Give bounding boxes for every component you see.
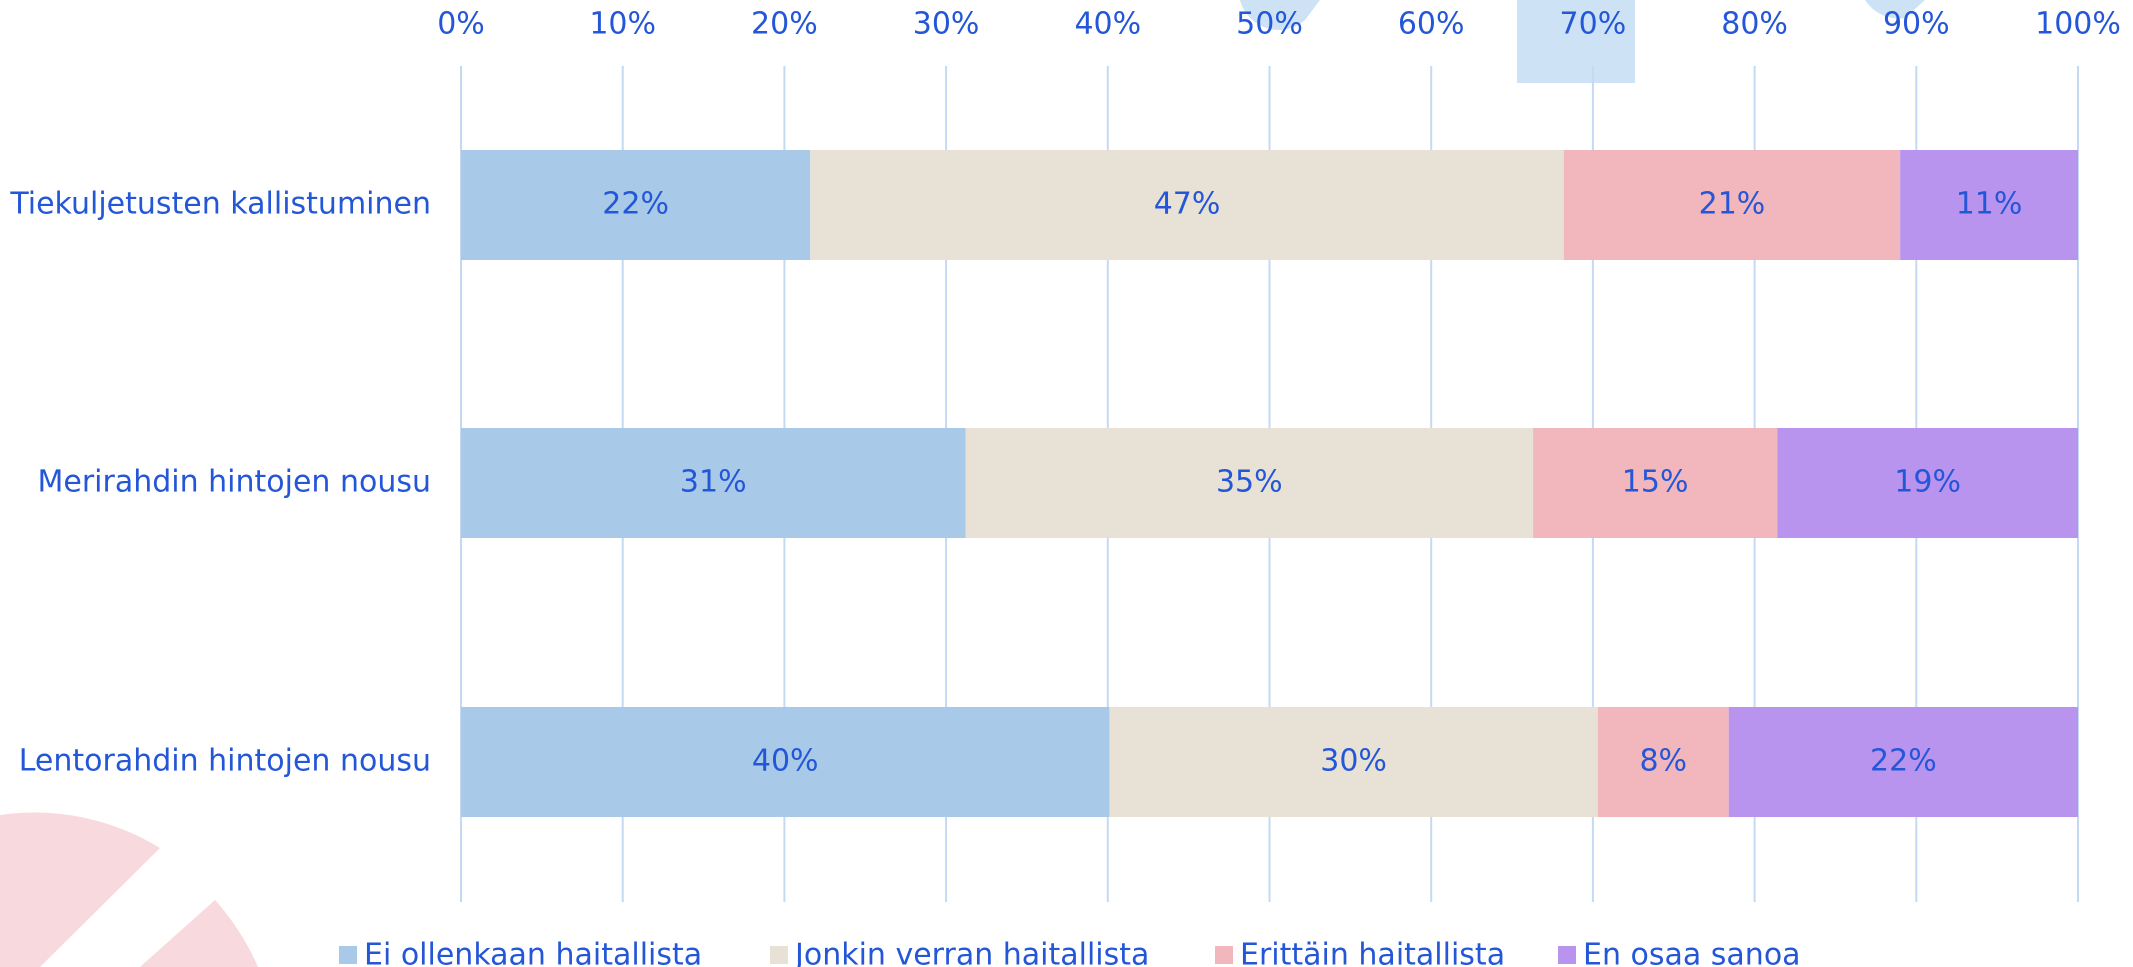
bar-segment (965, 428, 1534, 538)
x-tick-label: 30% (913, 7, 980, 42)
legend-swatch (1558, 946, 1576, 964)
data-label: 8% (1639, 744, 1687, 779)
legend-label: Ei ollenkaan haitallista (364, 938, 702, 967)
x-tick-label: 80% (1721, 7, 1788, 42)
bar-segment (461, 707, 1110, 817)
x-tick-label: 100% (2035, 7, 2121, 42)
data-label: 15% (1622, 465, 1689, 500)
y-tick-label: Merirahdin hintojen nousu (37, 465, 431, 500)
bar-segment (810, 150, 1564, 260)
x-tick-label: 90% (1883, 7, 1950, 42)
bar-segment (1900, 150, 2078, 260)
legend-label: En osaa sanoa (1583, 938, 1801, 967)
x-tick-label: 60% (1398, 7, 1465, 42)
data-label: 30% (1320, 744, 1387, 779)
y-tick-label: Lentorahdin hintojen nousu (19, 744, 431, 779)
data-label: 40% (752, 744, 819, 779)
legend-label: Jonkin verran haitallista (793, 938, 1149, 967)
data-label: 11% (1956, 187, 2023, 222)
x-tick-label: 50% (1236, 7, 1303, 42)
decoration (0, 0, 1925, 967)
legend-swatch (339, 946, 357, 964)
bar-segment (461, 428, 966, 538)
bar-segment (1777, 428, 2078, 538)
bar-segment (1533, 428, 1778, 538)
data-label: 22% (602, 187, 669, 222)
bar-segment (1597, 707, 1729, 817)
data-label: 35% (1216, 465, 1283, 500)
bar-segment (461, 150, 811, 260)
data-label: 19% (1894, 465, 1961, 500)
x-tick-label: 0% (437, 7, 485, 42)
x-tick-label: 40% (1074, 7, 1141, 42)
legend-swatch (770, 946, 788, 964)
y-tick-label: Tiekuljetusten kallistuminen (9, 187, 431, 222)
x-tick-label: 70% (1560, 7, 1627, 42)
data-label: 22% (1870, 744, 1937, 779)
x-tick-label: 20% (751, 7, 818, 42)
data-label: 47% (1154, 187, 1221, 222)
bar-segment (1563, 150, 1901, 260)
legend-swatch (1215, 946, 1233, 964)
data-label: 21% (1699, 187, 1766, 222)
bar-segment (1728, 707, 2078, 817)
bar-segment (1109, 707, 1598, 817)
legend-label: Erittäin haitallista (1240, 938, 1505, 967)
data-label: 31% (680, 465, 747, 500)
x-tick-label: 10% (589, 7, 656, 42)
